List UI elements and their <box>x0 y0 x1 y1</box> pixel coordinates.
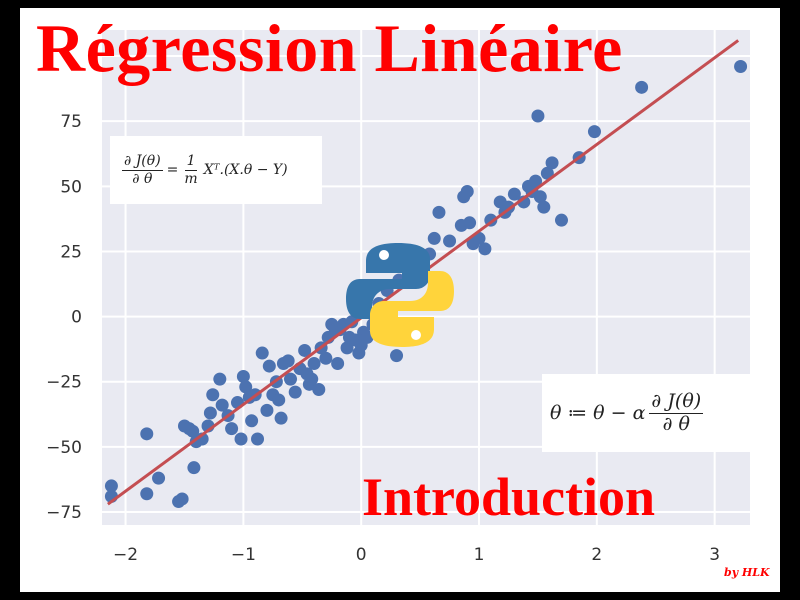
gradient-lhs-denominator: ∂ θ <box>132 170 153 187</box>
data-point <box>554 213 568 227</box>
data-point <box>478 242 492 256</box>
data-point <box>213 372 227 386</box>
update-rule-numerator: ∂ J(θ) <box>649 389 704 414</box>
y-tick-label: −50 <box>46 438 82 458</box>
data-point <box>529 174 543 188</box>
python-logo-icon <box>346 243 454 347</box>
python-logo-yellow-half <box>370 271 454 347</box>
update-rule-fraction: ∂ J(θ) ∂ θ <box>649 389 704 436</box>
page-title: Régression Linéaire <box>36 10 623 86</box>
gradient-coef-denominator: m <box>184 170 198 187</box>
gradient-coef-numerator: 1 <box>184 153 198 171</box>
data-point <box>206 388 220 402</box>
data-point <box>245 414 259 428</box>
data-point <box>215 398 229 412</box>
python-logo-yellow-eye <box>411 330 421 340</box>
x-tick-label: 0 <box>356 545 367 565</box>
y-tick-label: 75 <box>60 112 82 132</box>
data-point <box>587 125 601 139</box>
y-tick-label: 0 <box>71 308 82 328</box>
data-point <box>312 383 326 397</box>
data-point <box>443 234 457 248</box>
data-point <box>284 372 298 386</box>
data-point <box>140 487 154 501</box>
update-rule-formula: θ ≔ θ − α ∂ J(θ) ∂ θ <box>542 374 750 452</box>
gradient-lhs-fraction: ∂ J(θ) ∂ θ <box>122 153 163 187</box>
data-point <box>319 351 333 365</box>
update-rule-lhs: θ ≔ θ − α <box>550 402 646 424</box>
x-tick-label: 2 <box>591 545 602 565</box>
data-point <box>175 492 189 506</box>
y-tick-label: −25 <box>46 373 82 393</box>
data-point <box>507 187 521 201</box>
data-point <box>533 190 547 204</box>
data-point <box>531 109 545 123</box>
gradient-coefficient: 1 m <box>182 153 199 186</box>
data-point <box>262 359 276 373</box>
data-point <box>432 205 446 219</box>
data-point <box>225 422 239 436</box>
data-point <box>545 156 559 170</box>
data-point <box>307 356 321 370</box>
x-tick-label: 1 <box>474 545 485 565</box>
data-point <box>734 59 748 73</box>
data-point <box>234 432 248 446</box>
data-point <box>186 424 200 438</box>
data-point <box>305 372 319 386</box>
data-point <box>140 427 154 441</box>
python-logo-blue-half <box>346 243 430 319</box>
x-tick-label: 3 <box>709 545 720 565</box>
y-tick-label: 25 <box>60 242 82 262</box>
x-tick-label: −2 <box>113 545 138 565</box>
tick-labels: −2 −1 0 1 2 3 −75 −50 −25 0 25 50 75 <box>46 112 720 565</box>
data-point <box>251 432 265 446</box>
y-tick-label: 50 <box>60 177 82 197</box>
data-point <box>540 166 554 180</box>
data-point <box>152 471 166 485</box>
data-point <box>236 370 250 383</box>
data-point <box>345 315 359 329</box>
gradient-lhs-numerator: ∂ J(θ) <box>122 153 163 171</box>
data-point <box>274 411 288 425</box>
data-point <box>239 380 253 394</box>
data-point <box>635 80 649 94</box>
data-point <box>255 346 269 360</box>
data-point <box>460 185 474 199</box>
python-logo-blue-eye <box>379 250 389 260</box>
data-point <box>281 354 295 368</box>
gradient-rhs: Xᵀ.(X.θ − Y) <box>203 162 288 178</box>
data-point <box>390 349 404 363</box>
data-point <box>187 461 201 475</box>
data-point <box>288 385 302 399</box>
data-point <box>360 330 374 344</box>
update-rule-denominator: ∂ θ <box>662 412 690 435</box>
data-point <box>537 200 551 214</box>
data-point <box>517 195 531 209</box>
data-point <box>331 356 345 370</box>
data-point <box>463 216 477 230</box>
data-point <box>104 479 118 493</box>
subtitle: Introduction <box>362 467 656 527</box>
data-point <box>427 231 441 245</box>
data-point <box>260 403 274 417</box>
gradient-equals: = <box>166 162 179 178</box>
gradient-formula: ∂ J(θ) ∂ θ = 1 m Xᵀ.(X.θ − Y) <box>110 136 322 204</box>
data-point <box>298 343 312 357</box>
x-tick-label: −1 <box>231 545 256 565</box>
author-signature: by HLK <box>724 566 770 579</box>
data-point <box>203 406 217 420</box>
data-point <box>272 393 286 407</box>
y-tick-label: −75 <box>46 503 82 523</box>
data-point <box>340 341 354 355</box>
